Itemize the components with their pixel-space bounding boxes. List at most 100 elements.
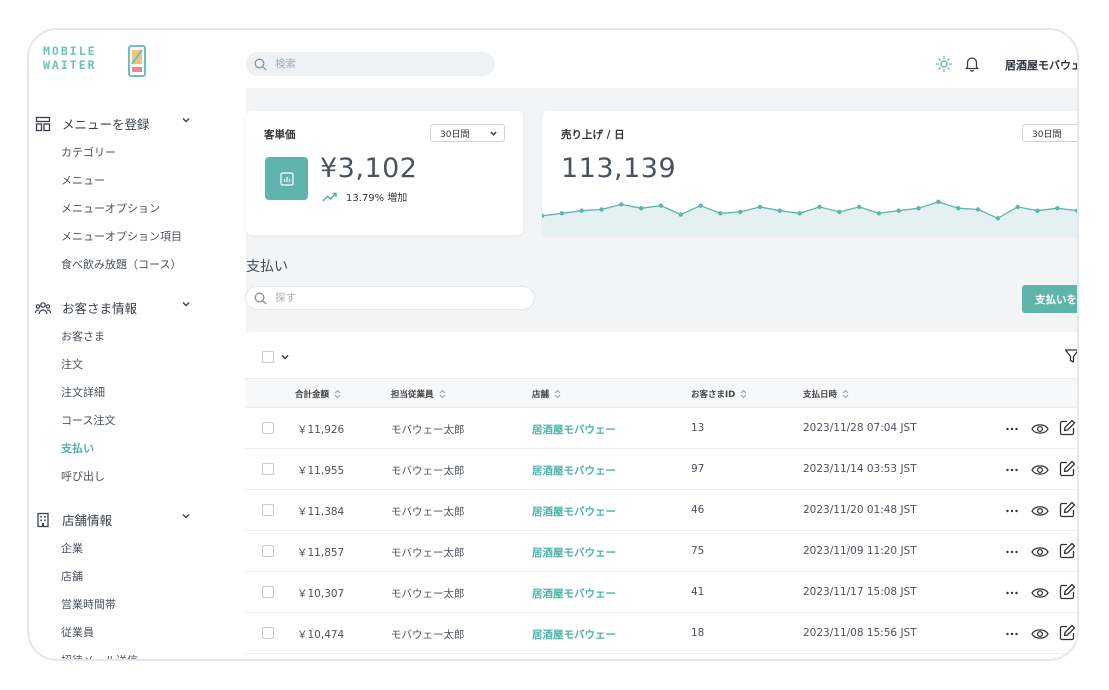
- row-checkbox[interactable]: [262, 463, 274, 475]
- global-search[interactable]: [246, 52, 495, 76]
- edit-icon[interactable]: [1059, 583, 1076, 600]
- filter-icon[interactable]: [1064, 348, 1079, 364]
- cell-store-link[interactable]: 居酒屋モバウェー: [532, 547, 616, 559]
- chart-point[interactable]: [936, 199, 941, 205]
- column-header-store[interactable]: 店舗: [532, 388, 561, 400]
- table-row[interactable]: ￥11,926 モバウェー太郎 居酒屋モバウェー 13 2023/11/28 07:04…: [245, 408, 1077, 449]
- table-row[interactable]: ￥10,474 モバウェー太郎 居酒屋モバウェー 18 2023/11/08 15:56…: [245, 613, 1077, 654]
- app-logo[interactable]: MOBILE WAITER: [43, 44, 153, 82]
- sidebar-section-customers[interactable]: お客さま情報: [35, 298, 195, 317]
- column-header-staff[interactable]: 担当従業員: [391, 388, 446, 400]
- chart-point[interactable]: [1055, 206, 1060, 211]
- chart-point[interactable]: [599, 207, 604, 212]
- chart-point[interactable]: [817, 204, 822, 210]
- sidebar-item-course[interactable]: 食べ飲み放題（コース）: [61, 258, 182, 271]
- chart-point[interactable]: [658, 203, 664, 208]
- period-dropdown[interactable]: 30日間: [430, 124, 505, 142]
- chart-point[interactable]: [579, 208, 584, 213]
- chart-point[interactable]: [542, 213, 545, 218]
- chevron-down-icon[interactable]: [280, 352, 290, 362]
- chart-point[interactable]: [738, 209, 743, 215]
- sidebar-item-menu[interactable]: メニュー: [61, 174, 105, 187]
- cell-store-link[interactable]: 居酒屋モバウェー: [532, 506, 616, 518]
- chart-point[interactable]: [797, 211, 802, 216]
- column-header-amount[interactable]: 合計金額: [295, 388, 341, 400]
- global-search-input[interactable]: [275, 58, 465, 70]
- chart-point[interactable]: [856, 204, 862, 210]
- more-icon[interactable]: [1005, 422, 1019, 436]
- chart-point[interactable]: [559, 211, 565, 216]
- eye-icon[interactable]: [1031, 627, 1049, 641]
- sidebar-item-payments[interactable]: 支払い: [61, 442, 94, 455]
- chart-point[interactable]: [1074, 208, 1079, 213]
- chart-point[interactable]: [916, 206, 921, 211]
- sidebar-item-customers[interactable]: お客さま: [61, 330, 105, 343]
- table-row[interactable]: ￥10,307 モバウェー太郎 居酒屋モバウェー 41 2023/11/17 15:08…: [245, 572, 1077, 613]
- eye-icon[interactable]: [1031, 463, 1049, 477]
- sidebar-item-menu-option[interactable]: メニューオプション: [61, 202, 160, 215]
- sun-icon[interactable]: [936, 56, 952, 72]
- more-icon[interactable]: [1005, 627, 1019, 641]
- table-row[interactable]: ￥11,955 モバウェー太郎 居酒屋モバウェー 97 2023/11/14 03:53…: [245, 449, 1077, 490]
- more-icon[interactable]: [1005, 545, 1019, 559]
- cell-store-link[interactable]: 居酒屋モバウェー: [532, 424, 616, 436]
- eye-icon[interactable]: [1031, 504, 1049, 518]
- sidebar-item-calls[interactable]: 呼び出し: [61, 470, 105, 483]
- sidebar-item-business-hours[interactable]: 営業時間帯: [61, 598, 116, 611]
- edit-icon[interactable]: [1059, 419, 1076, 436]
- row-checkbox[interactable]: [262, 504, 274, 516]
- column-header-date[interactable]: 支払日時: [803, 388, 849, 400]
- row-checkbox[interactable]: [262, 545, 274, 557]
- edit-icon[interactable]: [1059, 542, 1076, 559]
- chart-point[interactable]: [896, 208, 901, 213]
- sidebar-item-orders[interactable]: 注文: [61, 358, 83, 371]
- eye-icon[interactable]: [1031, 545, 1049, 559]
- more-icon[interactable]: [1005, 504, 1019, 518]
- row-checkbox[interactable]: [262, 586, 274, 598]
- chart-point[interactable]: [678, 212, 683, 217]
- chart-point[interactable]: [1015, 204, 1020, 210]
- chart-point[interactable]: [638, 206, 644, 211]
- add-payment-button[interactable]: 支払いを: [1022, 285, 1077, 313]
- sidebar-item-stores[interactable]: 店舗: [61, 570, 83, 583]
- cell-store-link[interactable]: 居酒屋モバウェー: [532, 629, 616, 641]
- sidebar-item-category[interactable]: カテゴリー: [61, 146, 116, 159]
- eye-icon[interactable]: [1031, 422, 1049, 436]
- shop-switcher[interactable]: 居酒屋モバウェー: [1005, 59, 1077, 72]
- bell-icon[interactable]: [964, 55, 980, 72]
- sidebar-item-course-orders[interactable]: コース注文: [61, 414, 116, 427]
- chart-point[interactable]: [995, 216, 1001, 221]
- sidebar-item-order-details[interactable]: 注文詳細: [61, 386, 105, 399]
- sidebar-item-company[interactable]: 企業: [61, 542, 83, 555]
- sidebar-item-menu-option-item[interactable]: メニューオプション項目: [61, 230, 182, 243]
- sidebar-section-menu[interactable]: メニューを登録: [35, 114, 195, 133]
- chart-point[interactable]: [1035, 208, 1040, 213]
- chart-point[interactable]: [876, 211, 882, 216]
- chart-point[interactable]: [837, 209, 842, 215]
- edit-icon[interactable]: [1059, 624, 1076, 641]
- sidebar-item-employees[interactable]: 従業員: [61, 626, 94, 639]
- chart-point[interactable]: [718, 211, 723, 216]
- sidebar-item-invite-email[interactable]: 招待メール送信: [61, 654, 138, 661]
- chart-point[interactable]: [619, 202, 624, 207]
- row-checkbox[interactable]: [262, 627, 274, 639]
- cell-store-link[interactable]: 居酒屋モバウェー: [532, 465, 616, 477]
- edit-icon[interactable]: [1059, 501, 1076, 518]
- chart-point[interactable]: [777, 208, 783, 213]
- more-icon[interactable]: [1005, 586, 1019, 600]
- sidebar-section-store[interactable]: 店舗情報: [35, 510, 195, 529]
- payment-search-input[interactable]: [275, 292, 465, 304]
- table-row[interactable]: ￥11,857 モバウェー太郎 居酒屋モバウェー 75 2023/11/09 11:20…: [245, 531, 1077, 572]
- more-icon[interactable]: [1005, 463, 1019, 477]
- chart-point[interactable]: [975, 207, 981, 212]
- select-all-checkbox[interactable]: [262, 351, 274, 363]
- row-checkbox[interactable]: [262, 422, 274, 434]
- cell-store-link[interactable]: 居酒屋モバウェー: [532, 588, 616, 600]
- chart-point[interactable]: [956, 206, 961, 211]
- table-row[interactable]: ￥11,384 モバウェー太郎 居酒屋モバウェー 46 2023/11/20 01:48…: [245, 490, 1077, 531]
- eye-icon[interactable]: [1031, 586, 1049, 600]
- period-dropdown[interactable]: 30日間: [1022, 124, 1077, 142]
- chart-point[interactable]: [757, 204, 763, 210]
- edit-icon[interactable]: [1059, 460, 1076, 477]
- payment-search[interactable]: [245, 286, 535, 310]
